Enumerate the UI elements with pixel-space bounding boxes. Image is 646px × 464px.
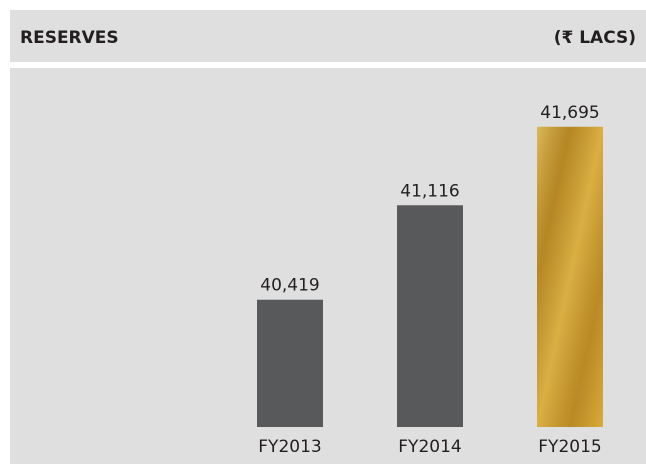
value-label: 40,419 [260,276,319,296]
x-tick-label: FY2015 [538,437,601,457]
value-label: 41,116 [400,181,459,201]
x-tick-label: FY2013 [258,437,321,457]
bar [257,299,323,427]
bar-texture [537,126,603,427]
value-label: 41,695 [540,103,599,123]
header-band [10,10,646,62]
bar [397,205,463,427]
x-tick-label: FY2014 [398,437,461,457]
unit-label: (₹ LACS) [554,28,636,48]
chart-title: RESERVES [20,28,119,48]
